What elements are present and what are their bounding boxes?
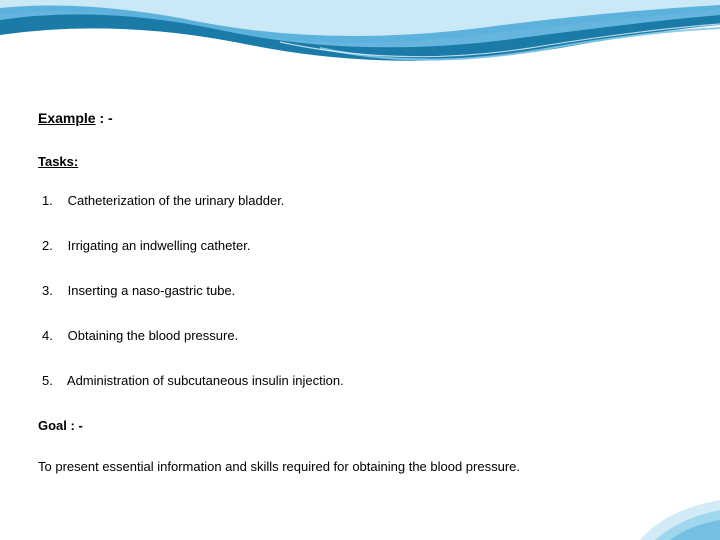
- slide-content: Example : - Tasks: 1. Catheterization of…: [38, 110, 682, 474]
- task-text: Inserting a naso-gastric tube.: [68, 283, 236, 298]
- task-item-4: 4. Obtaining the blood pressure.: [38, 328, 682, 343]
- task-number: 3.: [42, 283, 64, 298]
- task-item-5: 5. Administration of subcutaneous insuli…: [38, 373, 682, 388]
- decorative-wave-header: [0, 0, 720, 100]
- task-text: Administration of subcutaneous insulin i…: [67, 373, 344, 388]
- corner-svg: [610, 450, 720, 540]
- example-suffix: : -: [96, 110, 113, 126]
- task-number: 4.: [42, 328, 64, 343]
- decorative-corner-accent: [610, 450, 720, 540]
- task-text: Catheterization of the urinary bladder.: [68, 193, 285, 208]
- task-text: Obtaining the blood pressure.: [68, 328, 239, 343]
- wave-svg: [0, 0, 720, 100]
- task-number: 5.: [42, 373, 64, 388]
- task-item-3: 3. Inserting a naso-gastric tube.: [38, 283, 682, 298]
- goal-text: To present essential information and ski…: [38, 459, 682, 474]
- example-label: Example: [38, 110, 96, 126]
- goal-heading: Goal : -: [38, 418, 682, 433]
- task-item-1: 1. Catheterization of the urinary bladde…: [38, 193, 682, 208]
- task-number: 2.: [42, 238, 64, 253]
- tasks-heading: Tasks:: [38, 154, 682, 169]
- task-item-2: 2. Irrigating an indwelling catheter.: [38, 238, 682, 253]
- example-heading: Example : -: [38, 110, 682, 126]
- task-text: Irrigating an indwelling catheter.: [68, 238, 251, 253]
- task-number: 1.: [42, 193, 64, 208]
